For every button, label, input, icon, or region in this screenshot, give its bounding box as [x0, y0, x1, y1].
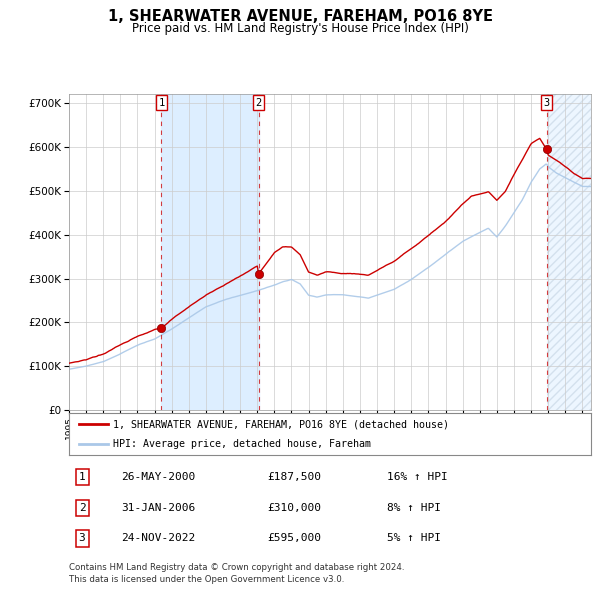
Bar [547, 94, 591, 410]
Text: 1: 1 [158, 97, 164, 107]
Text: 26-MAY-2000: 26-MAY-2000 [121, 472, 196, 482]
Text: HPI: Average price, detached house, Fareham: HPI: Average price, detached house, Fare… [113, 439, 371, 449]
Text: 2: 2 [79, 503, 85, 513]
Text: 24-NOV-2022: 24-NOV-2022 [121, 533, 196, 543]
Text: This data is licensed under the Open Government Licence v3.0.: This data is licensed under the Open Gov… [69, 575, 344, 584]
Text: 2: 2 [256, 97, 262, 107]
Text: Price paid vs. HM Land Registry's House Price Index (HPI): Price paid vs. HM Land Registry's House … [131, 22, 469, 35]
Text: 1: 1 [79, 472, 85, 482]
Text: £595,000: £595,000 [268, 533, 322, 543]
Text: 3: 3 [544, 97, 550, 107]
Text: 16% ↑ HPI: 16% ↑ HPI [388, 472, 448, 482]
Text: £187,500: £187,500 [268, 472, 322, 482]
Text: 3: 3 [79, 533, 85, 543]
Text: £310,000: £310,000 [268, 503, 322, 513]
Text: Contains HM Land Registry data © Crown copyright and database right 2024.: Contains HM Land Registry data © Crown c… [69, 563, 404, 572]
Bar [161, 94, 259, 410]
Text: 1, SHEARWATER AVENUE, FAREHAM, PO16 8YE: 1, SHEARWATER AVENUE, FAREHAM, PO16 8YE [107, 9, 493, 24]
Text: 31-JAN-2006: 31-JAN-2006 [121, 503, 196, 513]
Text: 1, SHEARWATER AVENUE, FAREHAM, PO16 8YE (detached house): 1, SHEARWATER AVENUE, FAREHAM, PO16 8YE … [113, 419, 449, 430]
Text: 8% ↑ HPI: 8% ↑ HPI [388, 503, 442, 513]
Text: 5% ↑ HPI: 5% ↑ HPI [388, 533, 442, 543]
